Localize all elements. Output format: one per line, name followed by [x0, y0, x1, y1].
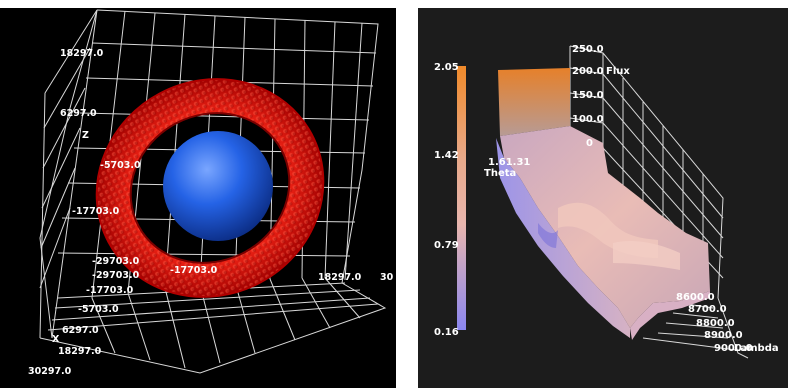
flux-tick-label: 150.0: [572, 90, 604, 101]
flux-tick-label: 100.0: [572, 114, 604, 125]
flux-surface-shape: [496, 68, 710, 340]
colorbar-max-label: 2.05: [434, 62, 459, 73]
tick-label: 18297.0: [318, 272, 362, 283]
flux-surface-canvas: 2.05 1.42 0.79 0.16: [434, 44, 779, 359]
lambda-tick-label: 9000.0: [714, 343, 753, 354]
flux-tick-label: 200.0: [572, 66, 604, 77]
tick-label: 6297.0: [60, 108, 97, 119]
lambda-tick-label: 8600.0: [676, 292, 715, 303]
tick-label: 18297.0: [60, 48, 104, 59]
grid-box: [569, 45, 749, 359]
tick-label: -17703.0: [72, 206, 120, 217]
theta-axis-title: Theta: [484, 168, 516, 179]
tick-label: -5703.0: [100, 160, 141, 171]
lambda-tick-label: 8800.0: [696, 318, 735, 329]
lambda-tick-label: 8700.0: [688, 304, 727, 315]
flux-tick-label: 250.0: [572, 44, 604, 55]
axis-label-z: Z: [82, 130, 89, 141]
torus-sphere-canvas: 18297.0 6297.0 Z -5703.0 -17703.0 -29703…: [28, 9, 394, 377]
colorbar-upper-label: 1.42: [434, 150, 459, 161]
colorbar-min-label: 0.16: [434, 327, 459, 338]
tick-label: -17703.0: [170, 265, 218, 276]
tick-label: 6297.0: [62, 325, 99, 336]
tick-label: 30: [380, 272, 394, 283]
torus-sphere-3d-view[interactable]: 18297.0 6297.0 Z -5703.0 -17703.0 -29703…: [0, 8, 396, 388]
colorbar-lower-label: 0.79: [434, 240, 459, 251]
tick-label: 30297.0: [28, 366, 72, 377]
lambda-axis-title: Lambda: [734, 343, 779, 354]
tick-label: -5703.0: [78, 304, 119, 315]
lambda-tick-label: 8900.0: [704, 330, 743, 341]
flux-surface-3d-view[interactable]: 2.05 1.42 0.79 0.16: [418, 8, 788, 388]
theta-tick-label: 1.61.31: [488, 157, 530, 168]
torus-shape: [95, 78, 325, 298]
axis-label-x: X: [52, 334, 60, 345]
tick-label: 18297.0: [58, 346, 102, 357]
flux-tick-label: 0: [586, 138, 593, 149]
colorbar: [457, 66, 466, 330]
tick-label: -17703.0: [86, 285, 134, 296]
tick-label: -29703.0: [92, 270, 140, 281]
sphere-shape: [163, 131, 273, 241]
tick-label: -29703.0: [92, 256, 140, 267]
flux-axis-title: Flux: [606, 66, 630, 77]
